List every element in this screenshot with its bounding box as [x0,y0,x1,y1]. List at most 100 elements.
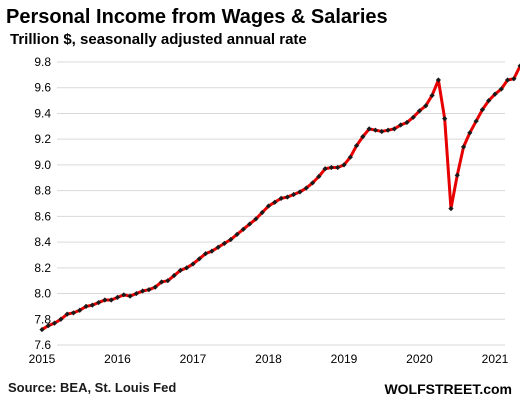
data-point [215,244,221,250]
y-tick-label: 8.8 [34,184,51,198]
data-point [391,126,397,132]
y-tick-label: 9.0 [34,158,51,172]
x-tick-label: 2021 [482,352,509,366]
data-point [467,130,473,136]
data-point [158,279,165,285]
data-point [253,216,259,222]
chart-title: Personal Income from Wages & Salaries [6,6,388,28]
data-point [398,122,404,128]
data-point [64,311,70,317]
data-point [416,108,423,114]
data-point [303,185,309,191]
data-point [127,293,133,299]
data-point [184,265,190,271]
data-point [121,292,127,298]
y-tick-label: 9.6 [34,81,51,95]
data-point [297,189,303,195]
data-point [177,267,184,273]
x-tick-label: 2015 [29,352,56,366]
data-point [498,86,504,92]
data-point [517,63,520,69]
data-point [114,294,121,301]
x-tick-label: 2020 [406,352,433,366]
data-point [70,310,77,316]
data-point [234,231,240,237]
data-point [228,236,234,243]
y-tick-label: 8.6 [34,209,51,223]
y-tick-label: 8.4 [34,235,51,249]
data-point [58,316,64,322]
data-point [202,251,209,257]
data-point [83,303,89,310]
data-point [479,106,486,113]
data-point [410,114,416,120]
data-point [140,288,146,294]
data-point [442,116,448,122]
data-point [492,91,498,97]
data-point [51,320,58,326]
data-point [39,326,45,333]
data-point [385,127,391,133]
data-point [133,290,139,297]
data-point [209,248,215,254]
data-point [435,77,441,83]
y-tick-label: 8.0 [34,287,51,301]
data-point [404,119,410,126]
data-point [448,206,454,212]
data-point [473,118,479,124]
data-point [322,166,328,172]
data-point [504,77,511,83]
data-point [89,302,95,308]
data-point [240,226,246,232]
data-point [284,194,290,200]
x-tick-label: 2019 [331,352,358,366]
y-tick-label: 8.2 [34,261,51,275]
x-axis: 2015 2016 2017 2018 2019 2020 2021 [29,352,509,366]
data-point [247,221,253,227]
data-point [265,203,272,209]
data-point [460,144,467,150]
data-point [316,173,322,180]
data-point [341,162,347,168]
data-point [196,256,202,262]
source-note: Source: BEA, St. Louis Fed [8,380,176,395]
y-tick-label: 7.6 [34,338,51,352]
y-tick-label: 9.2 [34,132,51,146]
x-tick-label: 2016 [104,352,131,366]
data-point [429,92,435,99]
data-point [190,261,196,267]
data-point [360,134,366,140]
y-tick-label: 9.4 [34,106,51,120]
data-point [45,323,51,329]
data-point [353,143,360,149]
brand-logo: WOLFSTREET.com [384,381,512,397]
data-point [77,307,83,313]
data-point [152,284,158,290]
y-tick-label: 9.8 [34,55,51,69]
chart-subtitle: Trillion $, seasonally adjusted annual r… [10,31,307,48]
data-point [309,180,316,186]
data-point [423,103,429,109]
x-tick-label: 2017 [180,352,207,366]
data-point [366,126,372,132]
data-point [335,164,341,171]
data-point [96,299,102,306]
data-point [278,195,284,201]
data-point [511,76,517,82]
data-point [347,154,353,160]
data-point [379,128,385,135]
data-point [171,272,177,279]
data-point [454,172,460,178]
data-point [102,297,108,303]
data-point [372,127,379,133]
data-point [221,240,228,246]
y-tick-label: 7.8 [34,312,51,326]
data-point [272,199,278,205]
data-point [165,278,171,284]
data-point [291,191,297,198]
data-point [486,97,492,104]
gridlines [57,61,505,346]
data-point [259,209,265,216]
data-point [328,164,335,171]
